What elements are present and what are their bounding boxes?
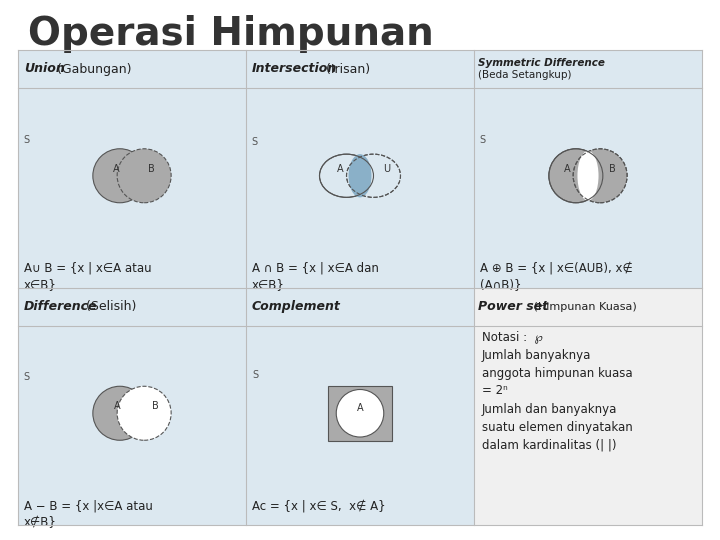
- FancyBboxPatch shape: [474, 287, 702, 525]
- FancyBboxPatch shape: [18, 287, 246, 525]
- Text: (Irisan): (Irisan): [322, 63, 370, 76]
- FancyBboxPatch shape: [474, 50, 702, 88]
- Text: A ⊕ B = {x | x∈(AUB), x∉
(A∩B)}: A ⊕ B = {x | x∈(AUB), x∉ (A∩B)}: [480, 261, 633, 292]
- Text: B: B: [152, 401, 158, 411]
- Text: A ∩ B = {x | x∈A dan
x∈B}: A ∩ B = {x | x∈A dan x∈B}: [252, 261, 379, 292]
- Text: S: S: [23, 372, 29, 382]
- FancyBboxPatch shape: [246, 50, 474, 88]
- FancyBboxPatch shape: [18, 50, 246, 88]
- Circle shape: [93, 386, 147, 440]
- Text: (Selisih): (Selisih): [82, 300, 136, 313]
- Text: A: A: [112, 164, 119, 174]
- FancyBboxPatch shape: [18, 287, 246, 326]
- Text: A: A: [356, 402, 364, 413]
- Text: (Himpunan Kuasa): (Himpunan Kuasa): [530, 301, 637, 312]
- Text: Power set: Power set: [478, 300, 548, 313]
- Text: A∪ B = {x | x∈A atau
x∈B}: A∪ B = {x | x∈A atau x∈B}: [24, 261, 152, 292]
- Circle shape: [573, 148, 627, 202]
- Text: Ac = {x | x∈ S,  x∉ A}: Ac = {x | x∈ S, x∉ A}: [252, 499, 386, 512]
- Text: (Beda Setangkup): (Beda Setangkup): [478, 70, 572, 80]
- Text: Complement: Complement: [252, 300, 341, 313]
- Ellipse shape: [577, 151, 598, 201]
- Circle shape: [93, 148, 147, 202]
- FancyBboxPatch shape: [246, 50, 474, 287]
- Ellipse shape: [348, 154, 372, 197]
- Text: Symmetric Difference: Symmetric Difference: [478, 58, 605, 68]
- Text: S: S: [252, 369, 258, 380]
- Text: Union: Union: [24, 63, 65, 76]
- FancyBboxPatch shape: [474, 50, 702, 287]
- Text: S: S: [251, 137, 257, 147]
- FancyBboxPatch shape: [246, 287, 474, 326]
- Text: (Gabungan): (Gabungan): [53, 63, 132, 76]
- Ellipse shape: [346, 154, 400, 197]
- Text: A: A: [564, 164, 570, 174]
- Text: B: B: [609, 164, 616, 174]
- Text: S: S: [479, 135, 485, 145]
- FancyBboxPatch shape: [18, 50, 246, 287]
- Text: Intersection: Intersection: [252, 63, 337, 76]
- Text: A: A: [114, 401, 120, 411]
- Circle shape: [117, 386, 171, 440]
- FancyBboxPatch shape: [328, 386, 392, 441]
- Text: S: S: [23, 135, 29, 145]
- Text: Operasi Himpunan: Operasi Himpunan: [28, 15, 433, 53]
- FancyBboxPatch shape: [474, 287, 702, 326]
- Ellipse shape: [320, 154, 374, 197]
- Circle shape: [117, 148, 171, 202]
- Text: B: B: [148, 164, 154, 174]
- Text: U: U: [384, 164, 390, 174]
- Circle shape: [336, 389, 384, 437]
- Text: Difference: Difference: [24, 300, 97, 313]
- Circle shape: [549, 148, 603, 202]
- Text: A − B = {x |x∈A atau
x∉B}: A − B = {x |x∈A atau x∉B}: [24, 499, 153, 529]
- Text: A: A: [336, 164, 343, 174]
- Text: Notasi :  ℘
Jumlah banyaknya
anggota himpunan kuasa
= 2ⁿ
Jumlah dan banyaknya
su: Notasi : ℘ Jumlah banyaknya anggota himp…: [482, 330, 633, 451]
- FancyBboxPatch shape: [246, 287, 474, 525]
